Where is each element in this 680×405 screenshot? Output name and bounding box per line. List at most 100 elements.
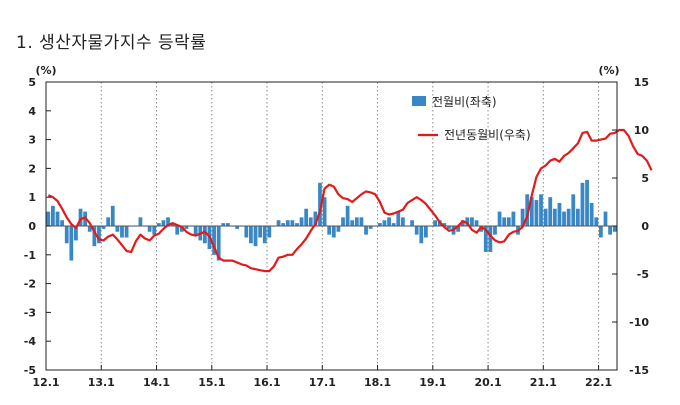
bar — [534, 200, 539, 226]
left-tick-label: 1 — [28, 191, 36, 204]
x-tick-label: 22.1 — [585, 376, 612, 389]
bar — [483, 226, 488, 252]
bar — [202, 226, 207, 244]
bar — [106, 217, 111, 226]
right-tick-label: -10 — [629, 316, 649, 329]
legend-line-label: 전년동월비(우축) — [444, 128, 531, 142]
bar — [179, 226, 184, 232]
bar — [410, 220, 414, 226]
bar — [221, 223, 226, 226]
left-tick-label: 3 — [28, 134, 36, 147]
bar — [281, 223, 286, 226]
legend: 전월비(좌축) 전년동월비(우축) — [412, 95, 531, 142]
bar — [414, 226, 419, 235]
left-tick-label: 4 — [28, 105, 36, 118]
right-axis: 15 10 5 0 -5 -10 -15 — [612, 76, 649, 377]
bar — [216, 226, 221, 261]
x-tick-label: 21.1 — [530, 376, 557, 389]
bar — [170, 223, 175, 226]
x-tick-label: 16.1 — [253, 376, 280, 389]
bar — [562, 211, 566, 226]
bar — [571, 194, 576, 226]
legend-bar-swatch — [412, 96, 426, 106]
bar — [525, 194, 530, 226]
left-tick-label: -5 — [24, 364, 36, 377]
bar — [442, 223, 447, 226]
bar — [557, 202, 562, 226]
bar — [124, 226, 129, 238]
bar — [295, 223, 299, 226]
bar — [543, 208, 548, 226]
bar — [156, 223, 161, 226]
bar — [244, 226, 249, 238]
bar — [502, 217, 507, 226]
bar — [285, 220, 290, 226]
bar — [465, 217, 470, 226]
bar — [55, 211, 60, 226]
left-tick-label: -3 — [24, 306, 36, 319]
bar — [479, 226, 484, 232]
bar — [433, 220, 437, 226]
page-title: 1. 생산자물가지수 등락률 — [16, 33, 207, 53]
x-tick-label: 13.1 — [88, 376, 115, 389]
bar — [350, 220, 355, 226]
left-tick-label: -4 — [24, 335, 37, 348]
bar — [235, 226, 239, 229]
bar — [506, 217, 511, 226]
left-tick-label: 5 — [28, 76, 36, 89]
x-tick-label: 20.1 — [474, 376, 501, 389]
bar — [391, 223, 396, 226]
bar — [92, 226, 97, 247]
left-unit-label: (%) — [35, 64, 56, 77]
bar — [101, 226, 106, 229]
bar — [46, 211, 51, 226]
bar — [580, 182, 585, 226]
bar — [276, 220, 281, 226]
bar — [161, 220, 166, 226]
bar — [249, 226, 253, 244]
bar — [470, 217, 474, 226]
left-tick-label: -1 — [24, 249, 36, 262]
bar — [193, 226, 198, 235]
bar — [267, 226, 272, 238]
bar — [382, 220, 387, 226]
legend-bar-label: 전월비(좌축) — [432, 95, 497, 109]
right-tick-label: -5 — [637, 268, 649, 281]
bar — [566, 208, 571, 226]
bar — [424, 226, 428, 238]
bar — [299, 217, 304, 226]
bar — [120, 226, 124, 238]
bar — [377, 223, 382, 226]
bar — [520, 208, 525, 226]
bar — [336, 226, 341, 232]
x-tick-label: 18.1 — [364, 376, 391, 389]
x-tick-label: 12.1 — [32, 376, 59, 389]
bar — [345, 205, 350, 226]
bar — [115, 226, 120, 232]
bar — [147, 226, 152, 232]
right-tick-label: 5 — [641, 172, 649, 185]
bar — [51, 205, 55, 226]
bar — [575, 208, 580, 226]
left-axis: 5 4 3 2 1 0 -1 -2 -3 -4 -5 — [24, 76, 51, 377]
bar — [612, 226, 617, 232]
bar — [488, 226, 493, 252]
bar — [460, 220, 465, 226]
bar — [184, 226, 189, 229]
x-tick-label: 14.1 — [143, 376, 170, 389]
bar — [359, 217, 364, 226]
left-tick-label: 2 — [28, 162, 36, 175]
line-series — [47, 128, 653, 273]
bar — [354, 217, 359, 226]
bar — [548, 197, 553, 226]
left-tick-label: 0 — [28, 220, 36, 233]
bar — [110, 205, 115, 226]
right-unit-label: (%) — [598, 64, 619, 77]
right-tick-label: 10 — [634, 124, 650, 137]
bar — [396, 211, 401, 226]
bar — [152, 226, 157, 235]
bar — [341, 217, 345, 226]
bar — [474, 220, 479, 226]
bar — [258, 226, 263, 238]
